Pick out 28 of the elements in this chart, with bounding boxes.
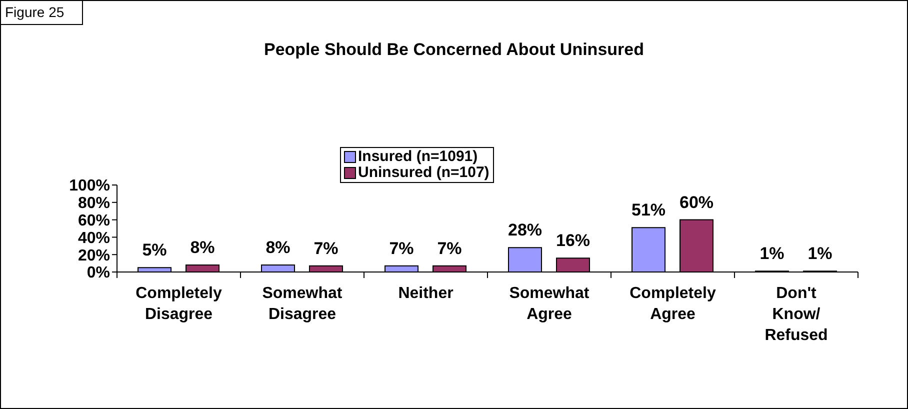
- data-label: 16%: [556, 231, 590, 250]
- y-tick-label: 80%: [78, 195, 110, 212]
- data-label: 7%: [437, 238, 462, 258]
- data-label: 5%: [142, 240, 167, 260]
- x-tick-label: Completely Disagree: [136, 285, 222, 323]
- y-tick-label: 60%: [78, 212, 110, 230]
- legend-label: Uninsured (n=107): [357, 164, 490, 181]
- legend-label: Insured (n=1091): [357, 148, 479, 165]
- data-label: 1%: [808, 244, 832, 264]
- y-tick-label: 20%: [78, 247, 110, 264]
- data-label: 8%: [190, 238, 215, 258]
- x-tick-label: Somewhat Disagree: [262, 285, 343, 323]
- x-tick-label: Neither: [398, 285, 454, 302]
- y-tick-label: 100%: [69, 178, 110, 195]
- data-label: 51%: [631, 200, 666, 220]
- data-label: 60%: [679, 192, 714, 212]
- x-tick-label: Completely Agree: [630, 285, 716, 323]
- caption: Figure 25: [0, 0, 84, 25]
- data-label: 7%: [314, 238, 338, 258]
- data-label: 1%: [760, 244, 784, 264]
- data-label: 8%: [266, 238, 290, 258]
- data-label: 28%: [508, 220, 542, 240]
- chart-title: People Should Be Concerned About Uninsured: [262, 40, 645, 60]
- y-tick-label: 0%: [86, 264, 110, 282]
- data-label: 7%: [389, 238, 414, 258]
- y-tick-label: 40%: [78, 230, 110, 247]
- x-tick-label: Don't Know/ Refused: [764, 285, 828, 344]
- x-tick-label: Somewhat Agree: [509, 285, 590, 323]
